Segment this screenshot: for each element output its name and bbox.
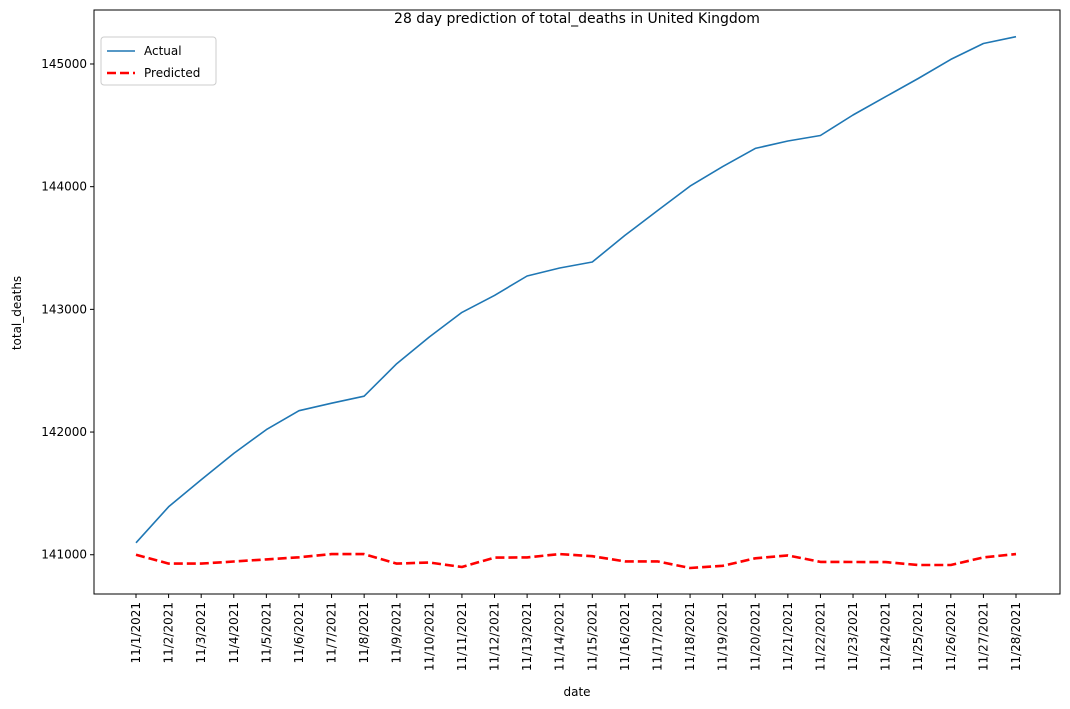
x-tick-label: 11/6/2021	[292, 602, 306, 664]
y-tick-label: 143000	[41, 302, 87, 316]
chart-title: 28 day prediction of total_deaths in Uni…	[394, 11, 760, 27]
y-tick-label: 145000	[41, 57, 87, 71]
x-tick-label: 11/4/2021	[227, 602, 241, 664]
x-tick-label: 11/28/2021	[1009, 602, 1023, 671]
series-line-predicted	[135, 552, 1017, 570]
x-axis-label: date	[563, 685, 590, 699]
legend-label-predicted: Predicted	[144, 66, 200, 80]
y-axis-label: total_deaths	[10, 276, 24, 350]
x-tick-label: 11/21/2021	[781, 602, 795, 671]
legend-label-actual: Actual	[144, 44, 182, 58]
x-tick-label: 11/11/2021	[455, 602, 469, 671]
plot-area	[93, 9, 1061, 595]
x-tick-label: 11/17/2021	[650, 602, 664, 671]
x-tick-label: 11/1/2021	[129, 602, 143, 664]
x-tick-label: 11/27/2021	[976, 602, 990, 671]
x-tick-label: 11/23/2021	[846, 602, 860, 671]
x-tick-label: 11/10/2021	[422, 602, 436, 671]
x-tick-label: 11/3/2021	[194, 602, 208, 664]
x-tick-label: 11/5/2021	[259, 602, 273, 664]
series-layer	[135, 35, 1017, 570]
x-tick-label: 11/13/2021	[520, 602, 534, 671]
x-tick-label: 11/24/2021	[879, 602, 893, 671]
x-tick-label: 11/20/2021	[748, 602, 762, 671]
x-tick-label: 11/14/2021	[553, 602, 567, 671]
y-axis: 141000 142000 143000 144000 145000	[41, 57, 94, 562]
x-tick-label: 11/7/2021	[325, 602, 339, 664]
x-tick-label: 11/19/2021	[716, 602, 730, 671]
x-tick-label: 11/22/2021	[813, 602, 827, 671]
x-tick-label: 11/16/2021	[618, 602, 632, 671]
x-tick-label: 11/8/2021	[357, 602, 371, 664]
legend: Actual Predicted	[100, 36, 217, 86]
x-axis: 11/1/2021 11/2/2021 11/3/2021 11/4/2021 11/5…	[129, 594, 1023, 671]
x-tick-label: 11/2/2021	[162, 602, 176, 664]
y-tick-label: 142000	[41, 425, 87, 439]
x-tick-label: 11/9/2021	[390, 602, 404, 664]
series-line-actual	[135, 35, 1017, 544]
x-tick-label: 11/15/2021	[585, 602, 599, 671]
x-tick-label: 11/25/2021	[911, 602, 925, 671]
x-tick-label: 11/18/2021	[683, 602, 697, 671]
legend-box	[100, 36, 217, 86]
x-tick-label: 11/12/2021	[488, 602, 502, 671]
x-tick-label: 11/26/2021	[944, 602, 958, 671]
y-tick-label: 141000	[41, 548, 87, 562]
y-tick-label: 144000	[41, 180, 87, 194]
